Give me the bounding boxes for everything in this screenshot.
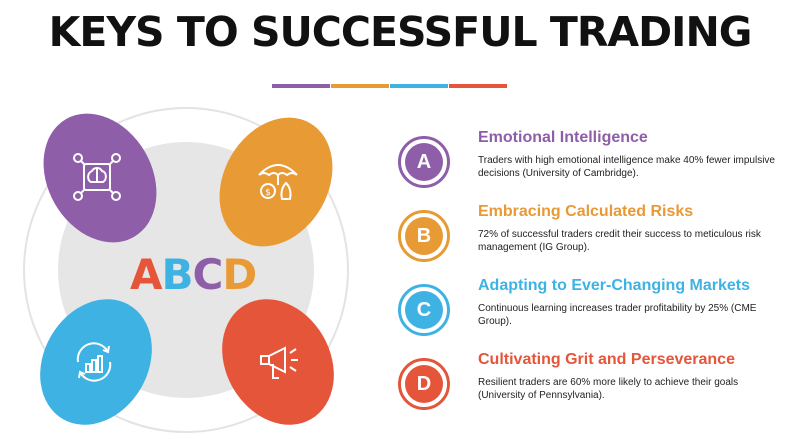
item-text-b: 72% of successful traders credit their s… <box>478 229 761 253</box>
divider-segment-2 <box>331 84 389 88</box>
divider-segment-1 <box>272 84 330 88</box>
badge-letter-b: B <box>405 217 443 255</box>
list-item-d: D Cultivating Grit and Perseverance Resi… <box>398 351 798 418</box>
center-letter-c: C <box>192 250 224 299</box>
badge-c: C <box>398 284 450 336</box>
blob-emotional-intelligence <box>43 113 157 243</box>
list-item-c: C Adapting to Ever-Changing Markets Cont… <box>398 277 798 344</box>
badge-letter-a: A <box>405 143 443 181</box>
list-item-b: B Embracing Calculated Risks 72% of succ… <box>398 203 798 270</box>
badge-a: A <box>398 136 450 188</box>
growth-cycle-icon <box>76 342 112 382</box>
item-text-a: Traders with high emotional intelligence… <box>478 155 775 179</box>
blob-calculated-risks <box>219 117 333 247</box>
petal-diagram <box>23 107 349 433</box>
divider-segment-3 <box>390 84 448 88</box>
blob-grit-perseverance <box>222 299 334 425</box>
megaphone-icon <box>260 346 298 379</box>
center-letter-a: A <box>130 250 163 299</box>
item-title-a: Emotional Intelligence <box>478 129 648 146</box>
item-title-c: Adapting to Ever-Changing Markets <box>478 277 751 294</box>
center-letter-b: B <box>161 250 194 299</box>
center-abcd: ABCD <box>130 250 257 299</box>
page-title: KEYS TO SUCCESSFUL TRADING <box>48 8 753 56</box>
badge-b: B <box>398 210 450 262</box>
item-text-d: Resilient traders are 60% more likely to… <box>478 377 739 401</box>
badge-d: D <box>398 358 450 410</box>
brain-network-icon <box>73 153 121 201</box>
item-title-b: Embracing Calculated Risks <box>478 203 694 220</box>
umbrella-money-icon: $ <box>258 164 298 200</box>
outer-ring <box>23 107 349 433</box>
divider-segment-4 <box>449 84 507 88</box>
badge-letter-c: C <box>405 291 443 329</box>
item-title-d: Cultivating Grit and Perseverance <box>478 351 735 368</box>
center-letter-d: D <box>222 250 257 299</box>
svg-text:$: $ <box>265 188 271 198</box>
badge-letter-d: D <box>405 365 443 403</box>
item-text-c: Continuous learning increases trader pro… <box>478 303 757 327</box>
list-item-a: A Emotional Intelligence Traders with hi… <box>398 129 798 196</box>
